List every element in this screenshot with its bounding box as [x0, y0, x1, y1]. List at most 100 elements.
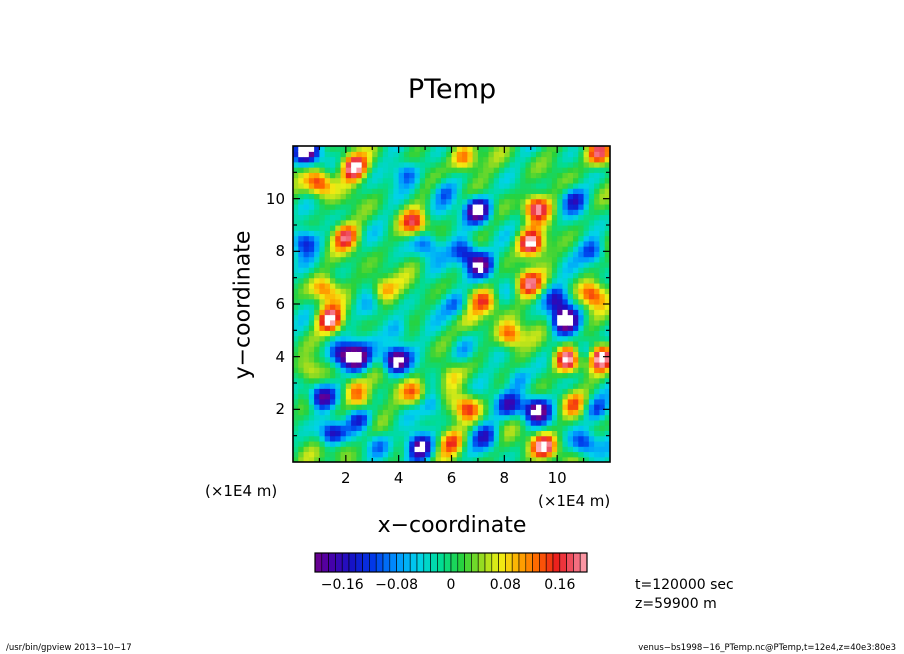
- heatmap-cell: [525, 225, 532, 231]
- heatmap-cell: [530, 335, 537, 342]
- heatmap-cell: [504, 325, 511, 331]
- heatmap-cell: [435, 325, 442, 331]
- heatmap-cell: [425, 209, 431, 216]
- heatmap-cell: [319, 161, 326, 168]
- heatmap-cell: [303, 361, 310, 368]
- heatmap-cell: [520, 325, 527, 331]
- colorbar-swatch: [382, 552, 391, 573]
- heatmap-cell: [409, 435, 416, 442]
- heatmap-cell: [546, 383, 553, 389]
- heatmap-cell: [414, 325, 421, 331]
- heatmap-cell: [329, 409, 336, 416]
- heatmap-cell: [356, 161, 363, 168]
- heatmap-cell: [388, 177, 394, 184]
- heatmap-cell: [435, 282, 442, 289]
- heatmap-cell: [351, 377, 357, 384]
- heatmap-cell: [462, 277, 468, 284]
- heatmap-cell: [546, 172, 553, 179]
- heatmap-cell: [314, 351, 321, 358]
- heatmap-cell: [536, 335, 542, 342]
- heatmap-cell: [298, 425, 305, 431]
- heatmap-cell: [488, 314, 495, 321]
- heatmap-cell: [573, 282, 579, 289]
- heatmap-cell: [483, 414, 490, 421]
- colorbar-swatch: [437, 552, 445, 573]
- heatmap-cell: [324, 409, 331, 416]
- heatmap-cell: [382, 346, 389, 352]
- heatmap-cell: [372, 440, 379, 447]
- heatmap-cell: [398, 435, 405, 442]
- heatmap-cell: [599, 456, 606, 462]
- heatmap-cell: [467, 340, 474, 347]
- heatmap-cell: [456, 340, 463, 347]
- heatmap-cell: [456, 188, 463, 194]
- heatmap-cell: [324, 377, 331, 384]
- heatmap-cell: [414, 346, 421, 352]
- heatmap-cell: [514, 398, 521, 405]
- heatmap-cell: [551, 356, 558, 363]
- heatmap-cell: [314, 261, 321, 268]
- heatmap-cell: [514, 182, 521, 189]
- heatmap-cell: [345, 451, 352, 458]
- heatmap-cell: [525, 304, 532, 310]
- heatmap-cell: [366, 182, 373, 189]
- heatmap-cell: [361, 456, 368, 462]
- heatmap-cell: [546, 430, 553, 437]
- heatmap-cell: [472, 446, 479, 453]
- heatmap-cell: [398, 377, 405, 384]
- heatmap-cell: [573, 346, 579, 352]
- heatmap-cell: [393, 377, 400, 384]
- heatmap-cell: [557, 209, 564, 216]
- heatmap-cell: [345, 404, 352, 410]
- heatmap-cell: [419, 235, 426, 242]
- heatmap-cell: [477, 367, 484, 374]
- heatmap-cell: [451, 272, 458, 279]
- x-scale-label: (×1E4 m): [538, 492, 611, 510]
- heatmap-cell: [562, 398, 569, 405]
- heatmap-cell: [409, 356, 416, 363]
- heatmap-cell: [541, 383, 548, 389]
- heatmap-cell: [467, 161, 474, 168]
- heatmap-cell: [335, 177, 342, 184]
- heatmap-cell: [541, 225, 548, 231]
- heatmap-cell: [430, 340, 437, 347]
- heatmap-cell: [551, 440, 558, 447]
- heatmap-cell: [557, 225, 564, 231]
- heatmap-cell: [430, 298, 437, 305]
- heatmap-cell: [308, 261, 315, 268]
- heatmap-cell: [504, 430, 511, 437]
- heatmap-cell: [403, 172, 410, 179]
- heatmap-cell: [514, 351, 521, 358]
- heatmap-cell: [298, 272, 305, 279]
- heatmap-cell: [298, 351, 305, 358]
- heatmap-cell: [588, 419, 595, 426]
- heatmap-cell: [446, 325, 453, 331]
- heatmap-cell: [298, 377, 305, 384]
- heatmap-cell: [388, 435, 394, 442]
- heatmap-cell: [303, 151, 310, 158]
- heatmap-cell: [366, 404, 373, 410]
- heatmap-cell: [567, 256, 574, 263]
- heatmap-cell: [361, 383, 368, 389]
- heatmap-cell: [308, 182, 315, 189]
- heatmap-cell: [567, 309, 574, 316]
- heatmap-cell: [514, 282, 521, 289]
- heatmap-cell: [451, 167, 458, 173]
- heatmap-cell: [361, 409, 368, 416]
- heatmap-cell: [462, 198, 468, 205]
- heatmap-cell: [546, 177, 553, 184]
- heatmap-cell: [514, 151, 521, 158]
- heatmap-cell: [514, 451, 521, 458]
- heatmap-cell: [319, 304, 326, 310]
- heatmap-cell: [499, 277, 505, 284]
- heatmap-cell: [493, 425, 500, 431]
- heatmap-cell: [488, 230, 495, 237]
- heatmap-cell: [462, 246, 468, 252]
- heatmap-cell: [351, 156, 357, 163]
- x-tick-label: 4: [393, 469, 404, 487]
- heatmap-cell: [472, 182, 479, 189]
- heatmap-cell: [488, 440, 495, 447]
- heatmap-cell: [409, 177, 416, 184]
- heatmap-cell: [504, 209, 511, 216]
- heatmap-cell: [293, 319, 299, 326]
